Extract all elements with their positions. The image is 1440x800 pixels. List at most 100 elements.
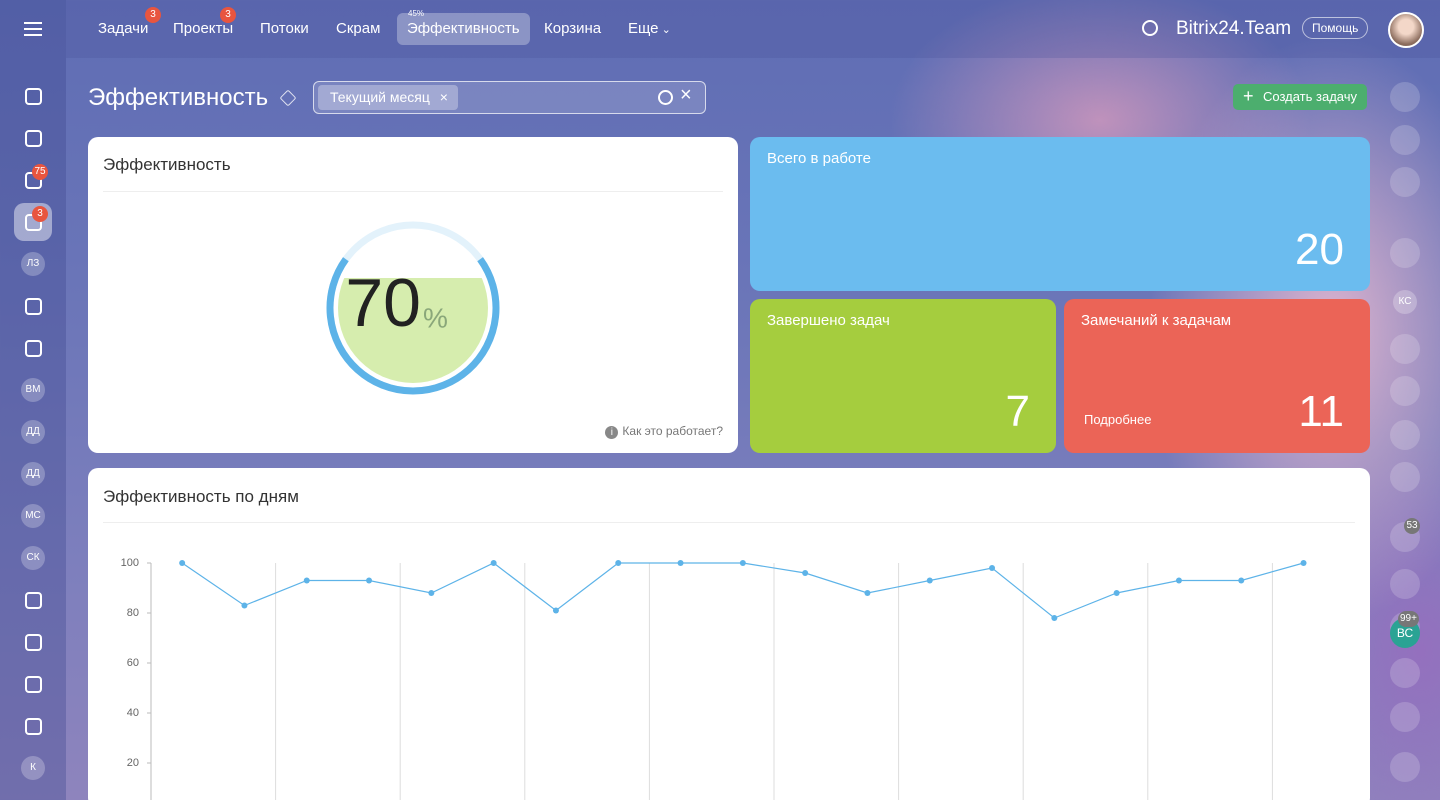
filter-box[interactable]: Текущий месяц × × [313, 81, 706, 114]
sidebar-icon[interactable] [1390, 167, 1420, 197]
card-title: Эффективность [103, 155, 231, 174]
tile-value: 11 [1298, 387, 1344, 436]
sidebar-icon[interactable] [1390, 569, 1420, 599]
tile-link[interactable]: Подробнее [1084, 412, 1152, 427]
help-label: Как это работает? [622, 424, 723, 438]
divider [103, 191, 723, 192]
user-avatar[interactable] [1388, 12, 1424, 48]
help-link[interactable]: i Как это работает? [605, 424, 723, 439]
sidebar-icon[interactable] [1390, 420, 1420, 450]
sidebar-icon[interactable] [1390, 238, 1420, 268]
data-point [739, 560, 746, 566]
y-tick-label: 60 [127, 657, 139, 669]
icon-glyph [25, 592, 42, 609]
nav-badge: 3 [145, 7, 161, 23]
y-tick-label: 100 [121, 557, 139, 569]
icon-glyph [25, 130, 42, 147]
divider [103, 522, 1355, 523]
data-point [490, 560, 497, 566]
chart-card: Эффективность по дням 20 40 60 80 100 [88, 468, 1370, 800]
sidebar-avatar[interactable]: СК [21, 546, 45, 570]
search-icon[interactable] [1142, 20, 1158, 36]
data-point [677, 560, 684, 566]
tile[interactable]: Замечаний к задачам 11 Подробнее [1064, 299, 1370, 453]
sidebar-icon[interactable] [1390, 462, 1420, 492]
sidebar-icon[interactable] [1390, 702, 1420, 732]
sidebar-icon[interactable] [1390, 82, 1420, 112]
tile-title: Всего в работе [767, 150, 871, 167]
menu-button[interactable] [24, 22, 42, 24]
data-point [552, 607, 559, 614]
data-point [864, 590, 871, 596]
gauge-unit: % [423, 302, 448, 333]
icon-glyph [25, 340, 42, 357]
filter-search[interactable] [658, 90, 673, 105]
sidebar-badge: 99+ [1398, 611, 1419, 627]
data-point [802, 570, 809, 576]
sidebar-avatar[interactable]: ДД [21, 420, 45, 444]
icon-glyph [25, 88, 42, 105]
nav-item[interactable]: Эффективность [397, 13, 530, 45]
help-button[interactable]: Помощь [1302, 17, 1369, 39]
data-point [366, 577, 373, 584]
sidebar-avatar[interactable]: КС [1393, 290, 1417, 314]
create-task-button[interactable]: + Создать задачу [1233, 84, 1368, 110]
sidebar-icon[interactable] [1390, 752, 1420, 782]
y-tick-label: 80 [127, 607, 139, 619]
sidebar-icon[interactable] [1390, 334, 1420, 364]
efficiency-card: Эффективность 70% i Как это работает? [88, 137, 738, 453]
data-point [428, 590, 435, 596]
y-tick-label: 40 [127, 707, 139, 719]
sidebar-avatar[interactable]: МС [21, 504, 45, 528]
data-point [1238, 577, 1245, 584]
filter-clear[interactable]: × [680, 84, 692, 106]
right-sidebar: КС ВС 53 99+ [1384, 58, 1428, 800]
data-point [989, 565, 996, 571]
data-point [303, 577, 310, 584]
nav-item[interactable]: Потоки [260, 20, 309, 37]
nav-item[interactable]: Скрам [336, 20, 381, 37]
nav-hint: 45% [408, 9, 425, 18]
sidebar-avatar[interactable]: ЛЗ [21, 252, 45, 276]
tile-title: Завершено задач [767, 312, 890, 329]
gauge: 70% [326, 221, 500, 395]
sidebar-icon[interactable] [1390, 376, 1420, 406]
chip-remove[interactable]: × [439, 89, 448, 105]
icon-glyph [25, 676, 42, 693]
data-point [1175, 577, 1182, 584]
sidebar-avatar[interactable]: ДД [21, 462, 45, 486]
top-bar: Задачи 3 Проекты 3 Потоки Скрам Эффективность 4… [66, 0, 1440, 58]
sidebar-badge: 3 [32, 206, 48, 222]
data-point [1300, 560, 1307, 566]
data-point [1051, 615, 1058, 621]
create-task-label: Создать задачу [1263, 89, 1358, 104]
y-tick-label: 20 [127, 757, 139, 769]
sidebar-avatar[interactable]: ВМ [21, 378, 45, 402]
sidebar-icon[interactable] [1390, 125, 1420, 155]
icon-glyph [25, 718, 42, 735]
sidebar-badge: 53 [1404, 518, 1420, 534]
nav-item[interactable]: Задачи [98, 20, 149, 37]
nav-item[interactable]: Проекты [173, 20, 234, 37]
sidebar-badge: 75 [32, 164, 48, 180]
tile-title: Замечаний к задачам [1081, 312, 1232, 329]
gauge-arc [326, 257, 500, 395]
nav-item[interactable]: Корзина [544, 20, 602, 37]
sidebar-icon[interactable] [1390, 658, 1420, 688]
tile-value: 7 [1005, 387, 1030, 436]
data-point [926, 577, 933, 584]
nav-badge: 3 [220, 7, 236, 23]
pin-icon[interactable] [279, 89, 297, 107]
tile[interactable]: Завершено задач 7 [750, 299, 1056, 453]
tile-value: 20 [1295, 225, 1344, 274]
left-sidebar: 75 3 ЛЗ ВМ ДД ДД МС СК К [0, 0, 66, 800]
line-chart: 20 40 60 80 100 [121, 557, 1307, 800]
icon-glyph [25, 298, 42, 315]
tile[interactable]: Всего в работе 20 [750, 137, 1370, 291]
nav-item[interactable]: Еще ⌄ [628, 20, 671, 37]
sidebar-avatar[interactable]: К [21, 756, 45, 780]
chart-title: Эффективность по дням [103, 487, 299, 506]
filter-chip[interactable]: Текущий месяц × [318, 85, 458, 110]
data-point [615, 560, 622, 566]
